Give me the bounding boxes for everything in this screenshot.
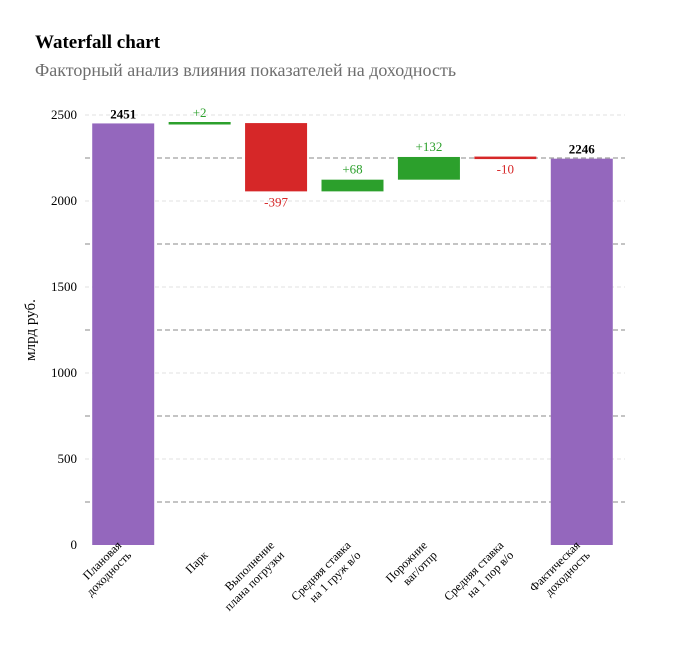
- y-tick-label: 500: [58, 451, 78, 466]
- x-tick-label: Парк: [182, 548, 210, 576]
- data-label: -10: [497, 162, 514, 177]
- waterfall-bar: [92, 123, 155, 545]
- x-tick-label-line: Парк: [182, 548, 210, 576]
- data-label: 2451: [110, 106, 136, 121]
- waterfall-bar: [397, 156, 460, 180]
- waterfall-bar: [245, 123, 308, 192]
- data-label: +132: [416, 139, 443, 154]
- y-tick-label: 2000: [51, 193, 77, 208]
- y-tick-label: 1500: [51, 279, 77, 294]
- waterfall-bar: [474, 156, 537, 160]
- data-label: -397: [264, 194, 288, 209]
- data-label: +68: [342, 162, 362, 177]
- y-tick-label: 0: [71, 537, 78, 552]
- waterfall-bar: [321, 179, 384, 192]
- y-tick-label: 1000: [51, 365, 77, 380]
- y-axis-label: млрд руб.: [23, 299, 39, 361]
- data-label: +2: [193, 105, 207, 120]
- data-label: 2246: [569, 142, 596, 157]
- chart-title: Waterfall chart: [35, 32, 161, 53]
- waterfall-bar: [168, 122, 231, 125]
- y-tick-label: 2500: [51, 107, 77, 122]
- chart-subtitle: Факторный анализ влияния показателей на …: [35, 60, 457, 80]
- waterfall-bar: [550, 158, 613, 546]
